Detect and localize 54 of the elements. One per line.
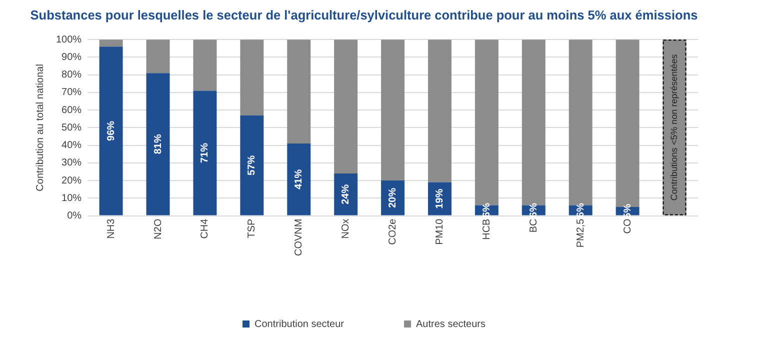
- bar: [99, 40, 123, 47]
- data-label: 6%: [575, 202, 586, 218]
- data-label: 19%: [434, 188, 446, 209]
- y-tick-label: 30%: [62, 158, 82, 169]
- data-label: 20%: [388, 188, 399, 208]
- x-tick-label: CH4: [200, 218, 211, 239]
- bar: [381, 40, 405, 181]
- data-label: 6%: [481, 202, 492, 218]
- legend-label: Contribution secteur: [254, 318, 345, 330]
- y-tick-label: 90%: [62, 52, 82, 63]
- data-label: 57%: [246, 155, 258, 176]
- bar: [240, 115, 264, 216]
- y-tick-label: 60%: [62, 104, 82, 116]
- y-tick-label: 70%: [62, 87, 82, 98]
- data-label: 71%: [200, 142, 211, 163]
- x-tick-label: PM2,5: [575, 218, 586, 248]
- bar: [334, 173, 358, 216]
- x-tick-label: HCB: [481, 218, 492, 240]
- x-tick-label: NH3: [106, 218, 117, 239]
- bar: [193, 90, 217, 216]
- x-tick-label: NOx: [340, 218, 352, 239]
- x-tick-label: TSP: [246, 218, 258, 238]
- x-tick-label: COVNM: [294, 218, 305, 256]
- x-tick-label: CO2e: [388, 218, 399, 245]
- legend-label: Autres secteurs: [416, 318, 486, 330]
- y-axis-title: Contribution au total national: [34, 64, 46, 192]
- bar: [287, 144, 311, 216]
- data-label: 81%: [152, 134, 164, 154]
- bar: [428, 40, 452, 182]
- data-label: 6%: [528, 202, 540, 218]
- y-tick-label: 50%: [62, 122, 82, 134]
- y-tick-label: 80%: [62, 70, 82, 81]
- annotation: Contributions <5% non représentées: [669, 54, 680, 201]
- data-label: 96%: [106, 120, 117, 141]
- bar: [240, 40, 264, 116]
- bar: [334, 40, 358, 174]
- y-tick-label: 40%: [62, 140, 82, 152]
- data-label: 24%: [340, 184, 352, 204]
- data-label: 41%: [294, 169, 305, 190]
- x-tick-label: PM10: [434, 218, 446, 245]
- y-tick-label: 100%: [56, 34, 82, 46]
- bar: [146, 40, 170, 74]
- x-tick-label: N2O: [152, 218, 164, 240]
- y-tick-label: 20%: [62, 175, 82, 186]
- bar: [381, 180, 405, 216]
- bar: [146, 73, 170, 216]
- x-tick-label: CO: [622, 218, 634, 234]
- x-tick-label: BC: [528, 218, 540, 233]
- chart-title: Substances pour lesquelles le secteur de l'agriculture/sylviculture contribue pour au moins 5% aux émissions: [30, 7, 698, 22]
- bar: [99, 46, 123, 216]
- y-tick-label: 0%: [67, 210, 82, 222]
- bar: [193, 40, 217, 91]
- y-tick-label: 10%: [62, 192, 82, 204]
- bar: [287, 40, 311, 144]
